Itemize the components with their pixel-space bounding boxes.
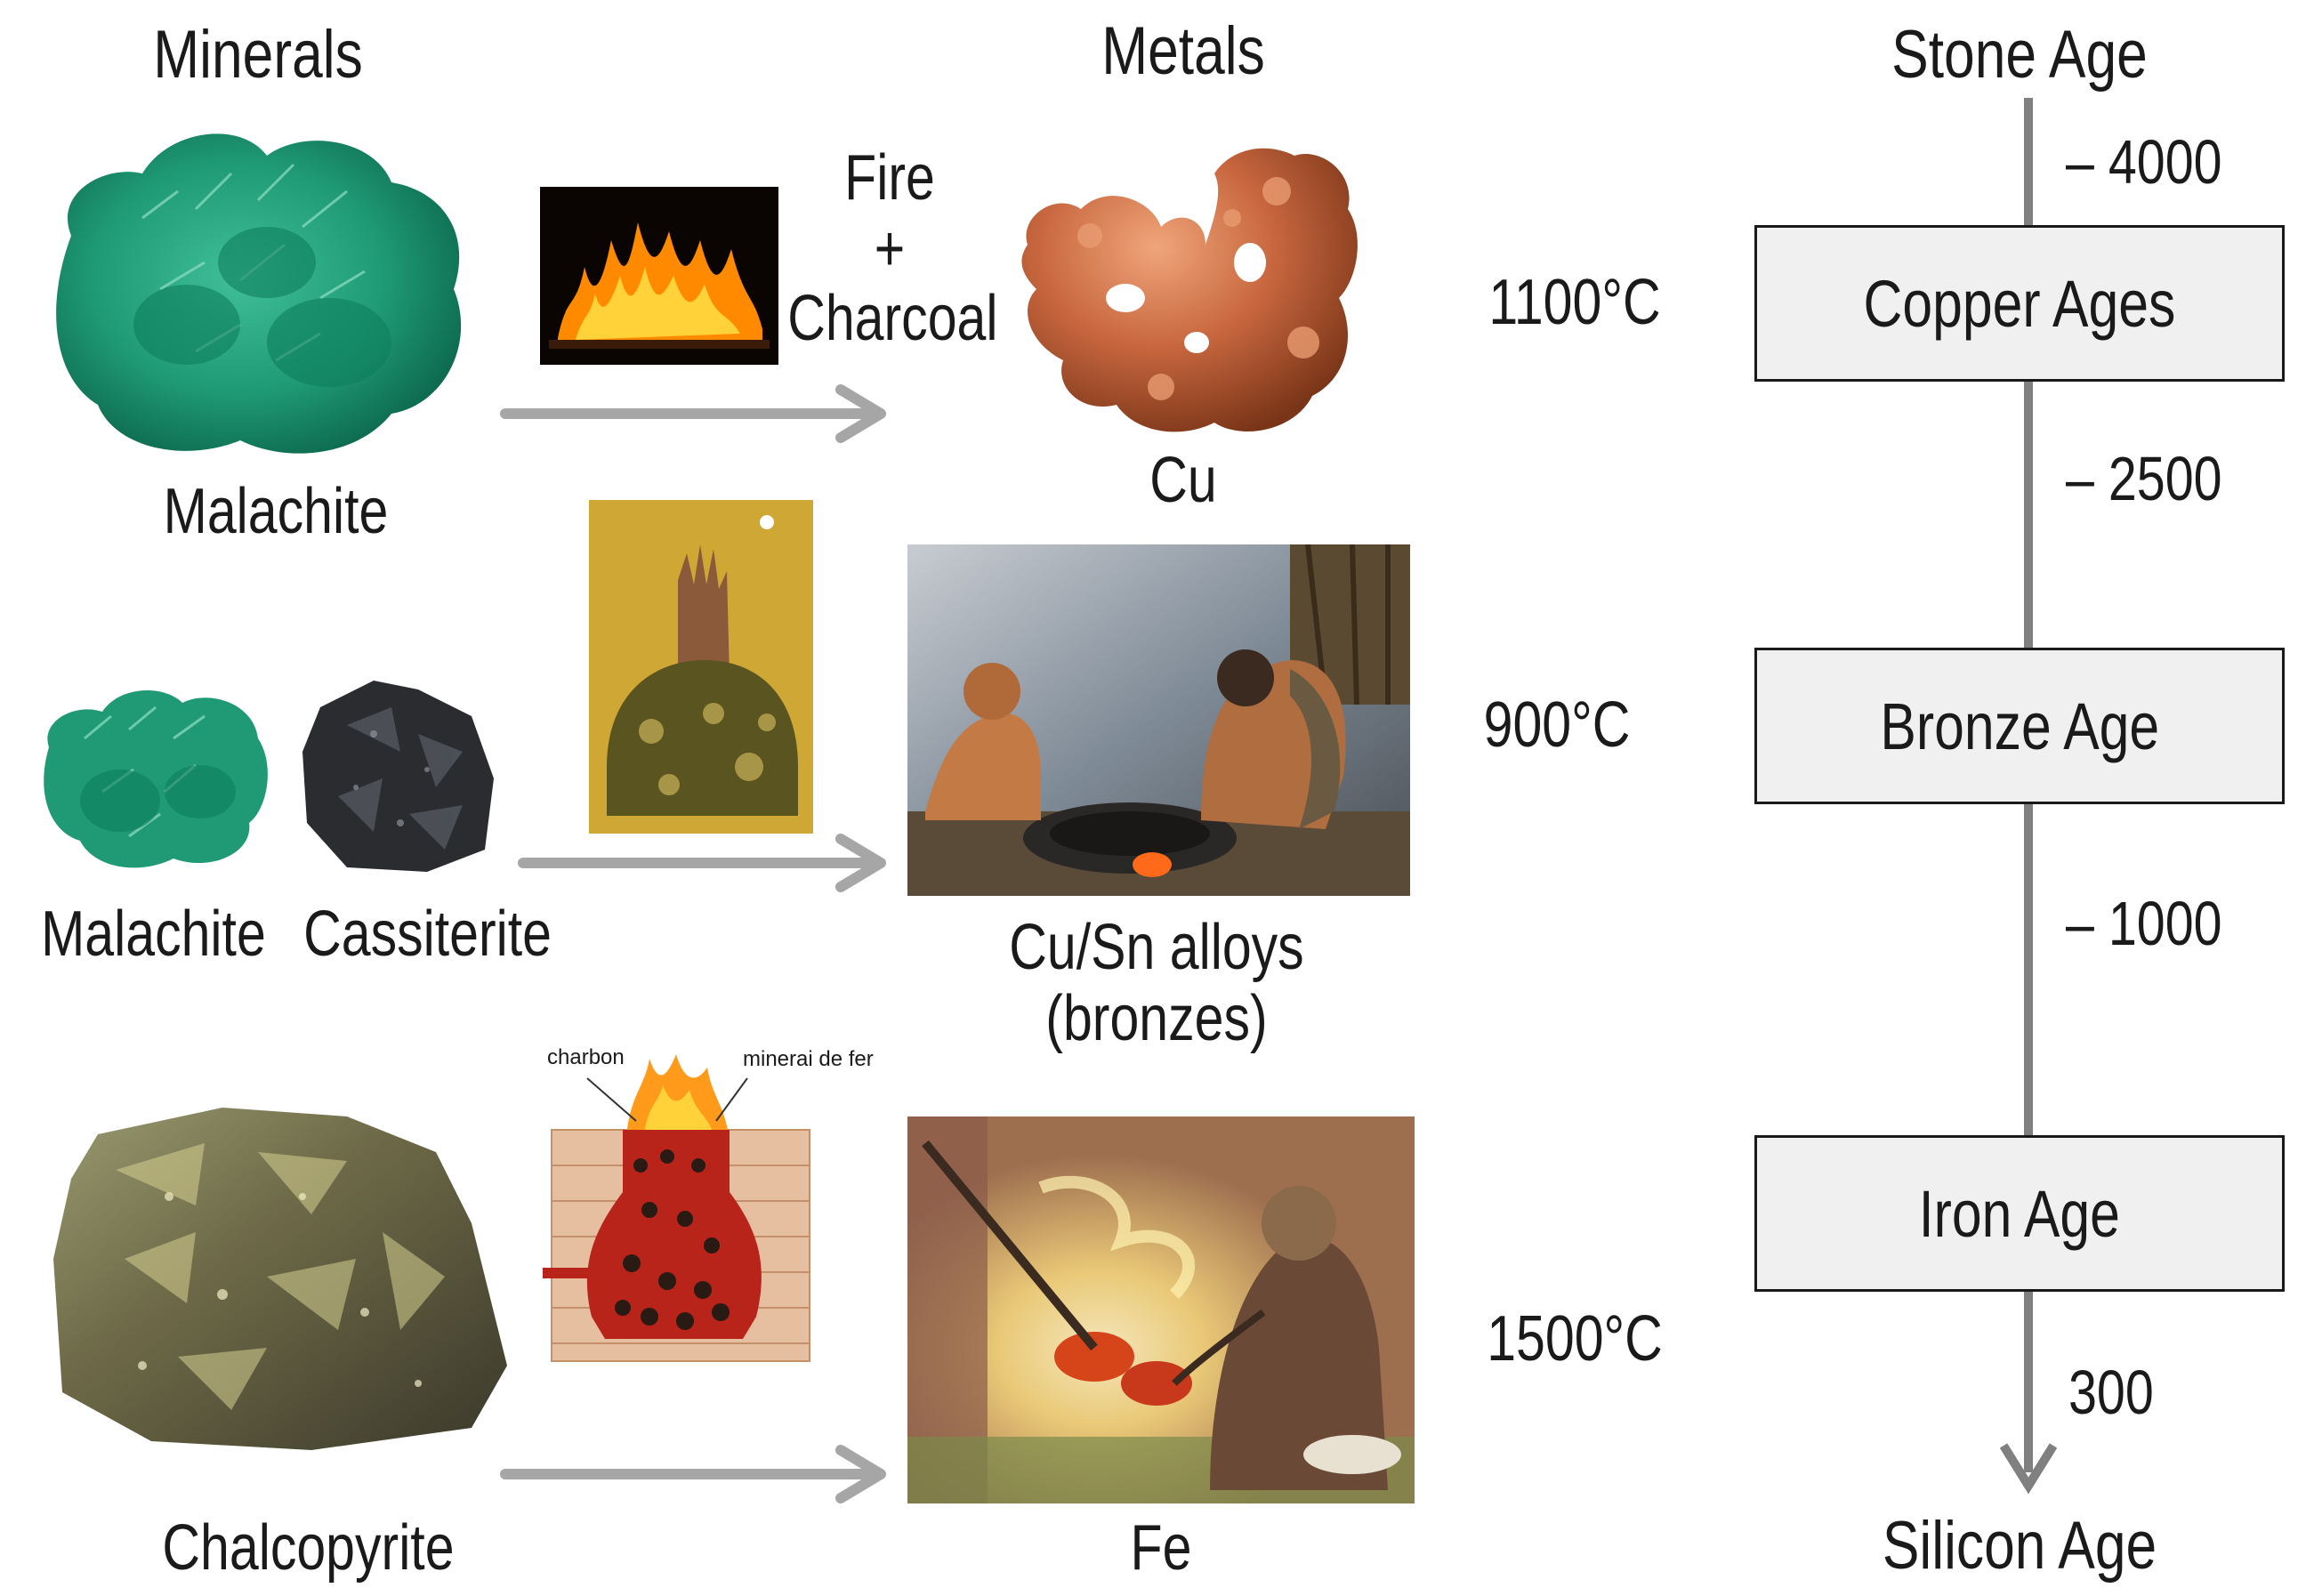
fire-label: Fire bbox=[844, 142, 935, 214]
furnace-label-minerai: minerai de fer bbox=[743, 1047, 874, 1071]
temp-iron: 1500°C bbox=[1487, 1303, 1663, 1374]
malachite-label-row2: Malachite bbox=[41, 899, 266, 970]
iron-age-label: Iron Age bbox=[1918, 1176, 2121, 1251]
arrow-row3 bbox=[500, 1445, 886, 1503]
temp-bronze: 900°C bbox=[1483, 689, 1631, 761]
bronze-smelting-scene-image bbox=[907, 544, 1410, 896]
bronze-age-box: Bronze Age bbox=[1754, 648, 2285, 804]
iron-age-box: Iron Age bbox=[1754, 1135, 2285, 1292]
date-4000: – 4000 bbox=[2066, 127, 2222, 197]
cusn-label-line2: (bronzes) bbox=[1045, 983, 1268, 1054]
charcoal-label: Charcoal bbox=[787, 283, 998, 354]
malachite-mineral-image bbox=[56, 133, 462, 454]
arrow-row1 bbox=[500, 384, 886, 443]
copper-ages-label: Copper Ages bbox=[1863, 266, 2176, 341]
date-1000: – 1000 bbox=[2066, 889, 2222, 958]
cusn-label-line1: Cu/Sn alloys bbox=[1009, 912, 1304, 983]
bronze-age-label: Bronze Age bbox=[1880, 689, 2159, 763]
fe-label: Fe bbox=[1130, 1512, 1192, 1584]
cassiterite-label: Cassiterite bbox=[303, 899, 552, 970]
metals-header: Metals bbox=[1101, 13, 1265, 89]
chalcopyrite-image bbox=[53, 1108, 507, 1450]
iron-smithing-scene-image bbox=[907, 1116, 1415, 1503]
silicon-age-label: Silicon Age bbox=[1882, 1508, 2157, 1584]
temp-copper: 1100°C bbox=[1488, 267, 1661, 338]
bronze-artifact-image bbox=[589, 500, 813, 834]
malachite-small-image bbox=[44, 690, 268, 868]
chalcopyrite-label: Chalcopyrite bbox=[162, 1512, 455, 1584]
minerals-header: Minerals bbox=[153, 17, 363, 93]
copper-ages-box: Copper Ages bbox=[1754, 225, 2285, 382]
furnace-label-charbon: charbon bbox=[547, 1045, 625, 1069]
copper-nugget-image bbox=[1021, 148, 1358, 432]
fire-image bbox=[540, 187, 778, 365]
date-300: 300 bbox=[2068, 1358, 2154, 1427]
date-2500: – 2500 bbox=[2066, 444, 2222, 513]
arrow-row2 bbox=[518, 834, 886, 892]
stone-age-label: Stone Age bbox=[1891, 17, 2148, 93]
cassiterite-image bbox=[302, 681, 494, 872]
plus-label: + bbox=[874, 214, 906, 285]
iron-furnace-diagram bbox=[525, 1032, 818, 1388]
malachite-label-row1: Malachite bbox=[163, 476, 389, 547]
cu-label: Cu bbox=[1149, 445, 1217, 516]
